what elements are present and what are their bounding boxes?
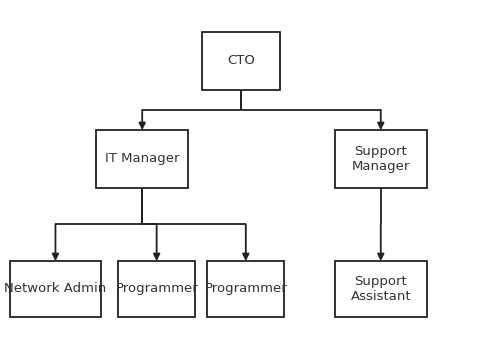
Text: Programmer: Programmer — [115, 283, 198, 295]
Bar — [10, 261, 101, 317]
Bar — [335, 130, 427, 188]
Text: IT Manager: IT Manager — [105, 152, 179, 165]
Bar — [96, 130, 188, 188]
Text: Support
Assistant: Support Assistant — [350, 275, 411, 303]
Bar — [335, 261, 427, 317]
Text: CTO: CTO — [227, 54, 255, 67]
Text: Programmer: Programmer — [204, 283, 287, 295]
Bar — [118, 261, 195, 317]
Text: Network Admin: Network Admin — [4, 283, 107, 295]
Bar — [202, 32, 280, 90]
Bar — [207, 261, 284, 317]
Text: Support
Manager: Support Manager — [351, 145, 410, 173]
